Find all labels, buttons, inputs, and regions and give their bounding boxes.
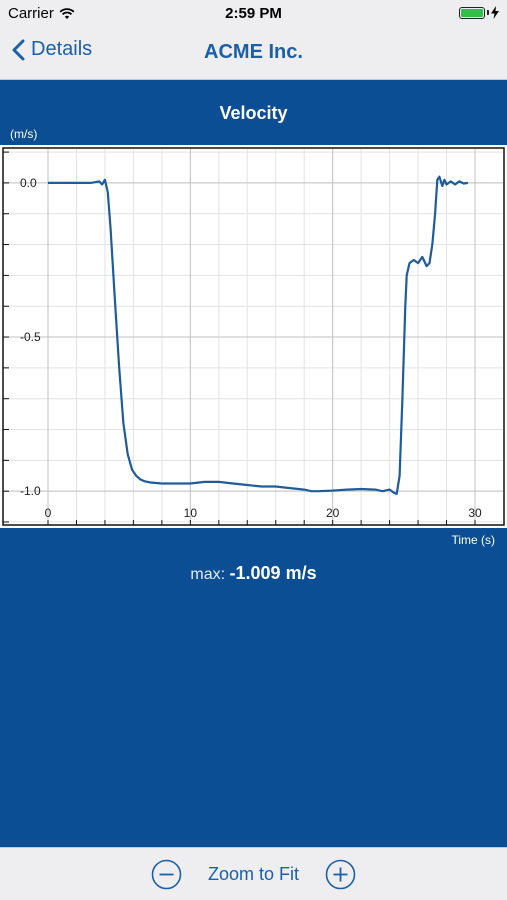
- status-bar: Carrier 2:59 PM: [0, 0, 507, 28]
- chart-title: Velocity: [219, 103, 288, 123]
- battery-icon: [459, 6, 485, 19]
- back-button-label: Details: [31, 38, 93, 60]
- max-value: -1.009 m/s: [229, 563, 317, 583]
- plus-circle-icon: [325, 859, 356, 890]
- plot-frame: [2, 147, 505, 526]
- zoom-in-button[interactable]: [325, 859, 356, 895]
- carrier-indicator: Carrier: [8, 5, 75, 22]
- minus-circle-icon: [151, 859, 182, 890]
- y-tick-label: -1.0: [20, 484, 41, 498]
- max-label: max:: [190, 566, 226, 583]
- carrier-label: Carrier: [8, 5, 54, 22]
- velocity-series-line: [48, 175, 469, 495]
- chart-canvas[interactable]: 0.0 -0.5 -1.0 0 10 20 30: [0, 145, 507, 528]
- navigation-bar: Details ACME Inc.: [0, 28, 507, 80]
- zoom-to-fit-button[interactable]: Zoom to Fit: [207, 864, 300, 884]
- max-readout: max: -1.009 m/s: [0, 563, 507, 584]
- x-axis-label: Time (s): [451, 533, 495, 547]
- y-axis-label: (m/s): [10, 127, 38, 141]
- wifi-icon: [59, 7, 75, 19]
- x-tick-label: 30: [468, 506, 482, 520]
- x-tick-label: 10: [184, 506, 198, 520]
- velocity-chart[interactable]: 0.0 -0.5 -1.0 0 10 20 30: [0, 145, 507, 528]
- bottom-toolbar: Zoom to Fit: [0, 847, 507, 900]
- y-tick-label: -0.5: [20, 330, 41, 344]
- chevron-left-icon: [12, 39, 25, 60]
- x-tick-label: 20: [326, 506, 340, 520]
- charging-bolt-icon: [491, 6, 499, 19]
- zoom-out-button[interactable]: [151, 859, 182, 895]
- x-tick-label: 0: [45, 506, 52, 520]
- back-button[interactable]: Details: [12, 38, 92, 61]
- clock: 2:59 PM: [225, 5, 282, 22]
- battery-indicator: [459, 6, 499, 19]
- y-tick-label: 0.0: [20, 176, 37, 190]
